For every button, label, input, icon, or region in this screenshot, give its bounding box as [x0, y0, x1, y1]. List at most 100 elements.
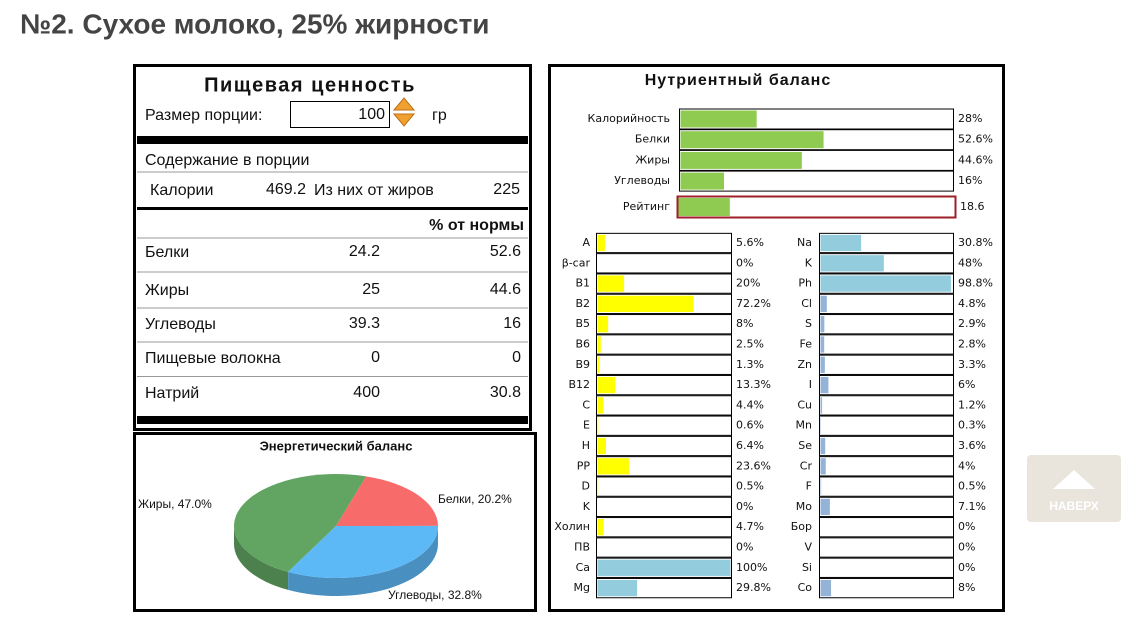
thick-rule	[137, 416, 528, 424]
fat-calories-label: Из них от жиров	[314, 182, 434, 199]
bar-value: 7.1%	[958, 500, 986, 513]
bar-value: 5.6%	[736, 236, 764, 249]
bar	[597, 275, 625, 292]
bar	[597, 437, 607, 455]
bar-label: A	[582, 236, 590, 249]
pie-label-value: 32.8%	[448, 588, 482, 602]
pie-slice	[336, 476, 438, 526]
pie-label-sep: ,	[441, 588, 448, 602]
bar-label: Cr	[800, 459, 813, 472]
fat-calories-value: 225	[493, 181, 520, 198]
bar-label: Na	[797, 236, 812, 249]
spinner-down[interactable]	[392, 113, 416, 127]
portion-value: 100	[358, 106, 385, 123]
row-norm: 16	[503, 315, 521, 332]
bar-value: 8%	[958, 581, 975, 594]
bar-value: 100%	[736, 561, 767, 574]
bar-value: 23.6%	[736, 459, 771, 472]
pie-side	[234, 526, 289, 590]
bar-value: 0%	[736, 541, 753, 554]
bar-value: 18.6	[960, 200, 985, 213]
button-label: НАВЕРХ	[1049, 499, 1099, 513]
bar	[820, 579, 832, 597]
bar-value: 29.8%	[736, 581, 771, 594]
bar-label: Co	[798, 581, 813, 594]
bar	[680, 110, 757, 128]
bar-label: PP	[577, 459, 591, 472]
bar	[597, 336, 601, 353]
bar-box	[596, 253, 732, 274]
bar-label: Mn	[796, 419, 812, 432]
bar-value: 0%	[958, 520, 975, 533]
bar-box	[596, 415, 732, 436]
bar-box	[596, 232, 732, 254]
bar-box	[819, 395, 954, 416]
bar-label: B2	[575, 297, 590, 310]
bar-label: β-car	[562, 256, 591, 269]
bar-label: I	[809, 378, 812, 391]
norm-header: % от нормы	[429, 217, 524, 234]
bar-label: Бор	[791, 520, 812, 533]
bar-box	[596, 517, 732, 538]
bar-label: B12	[568, 378, 590, 391]
bar-box	[596, 496, 732, 518]
row-name: Белки	[145, 244, 189, 261]
bar	[820, 478, 822, 495]
pie-slice	[233, 473, 367, 572]
pie-label-sep: ,	[171, 497, 178, 511]
row-name: Углеводы	[145, 316, 216, 333]
bar-value: 0%	[958, 561, 975, 574]
bar	[680, 172, 725, 190]
calories-label: Калории	[150, 182, 213, 199]
bar-label: Zn	[797, 358, 812, 371]
row-amount: 39.3	[349, 315, 380, 332]
bar-box	[596, 374, 732, 396]
bar-value: 4.4%	[736, 398, 764, 411]
button-arrow	[1053, 470, 1095, 489]
bar-label: ПВ	[574, 541, 590, 554]
nutrition-title: Пищевая ценность	[204, 74, 416, 96]
bar-box	[596, 456, 732, 477]
bar-value: 0%	[958, 541, 975, 554]
bar-value: 0%	[736, 256, 753, 269]
bar-box	[819, 415, 954, 436]
row-name: Натрий	[145, 385, 199, 402]
bar	[597, 234, 605, 252]
bar-value: 2.5%	[736, 338, 764, 351]
bar-box	[819, 334, 954, 355]
pie-label-name: Углеводы	[388, 588, 441, 602]
bar	[820, 275, 951, 292]
bar-label: Se	[798, 439, 812, 452]
bar-value: 0.6%	[736, 419, 764, 432]
bar	[597, 417, 599, 434]
bar-label: E	[583, 419, 590, 432]
bar	[597, 295, 694, 313]
bar-box	[819, 354, 954, 375]
bar	[680, 151, 802, 169]
row-norm: 30.8	[490, 384, 521, 401]
bar-box	[819, 476, 954, 497]
bar-box	[819, 557, 954, 578]
bar-value: 2.8%	[958, 338, 986, 351]
bar-box	[819, 374, 954, 396]
bar-box	[679, 170, 954, 192]
bar-box	[819, 293, 954, 315]
row-norm: 52.6	[490, 243, 521, 260]
bar-value: 0.5%	[958, 480, 986, 493]
bar-box	[819, 314, 954, 335]
nutrient-title: Нутриентный баланс	[645, 72, 832, 89]
bar-box	[596, 395, 732, 416]
bar-value: 4.8%	[958, 297, 986, 310]
bar-box	[596, 314, 732, 335]
scroll-top-button[interactable]: НАВЕРХ	[1027, 455, 1121, 522]
bar-label: Cl	[801, 297, 812, 310]
spinner-up[interactable]	[392, 97, 416, 111]
bar-label: K	[805, 256, 813, 269]
page-title: №2. Сухое молоко, 25% жирности	[20, 8, 490, 39]
bar-value: 44.6%	[958, 153, 993, 166]
row-name: Пищевые волокна	[145, 350, 281, 367]
portion-input[interactable]	[290, 101, 390, 128]
bar	[680, 131, 824, 149]
bar-value: 3.6%	[958, 439, 986, 452]
bar-label: C	[582, 398, 590, 411]
